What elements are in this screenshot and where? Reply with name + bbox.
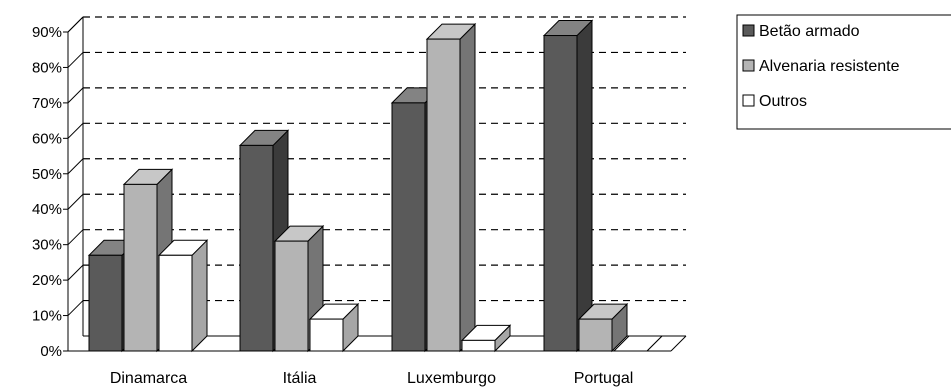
bars bbox=[87, 19, 664, 353]
y-tick-label: 90% bbox=[32, 24, 62, 41]
legend-label: Alvenaria resistente bbox=[759, 58, 900, 75]
bar-2-3 bbox=[425, 22, 477, 353]
side-wall-gridline bbox=[67, 122, 84, 139]
y-tick-label: 50% bbox=[32, 166, 62, 183]
legend-swatch bbox=[742, 24, 755, 37]
bar-1-4 bbox=[542, 19, 594, 353]
legend: Betão armado Alvenaria resistente Outros bbox=[736, 14, 951, 130]
legend-swatch bbox=[742, 94, 755, 107]
legend-label: Outros bbox=[759, 93, 807, 110]
gridlines bbox=[67, 16, 686, 316]
y-tick-label: 0% bbox=[40, 343, 62, 360]
y-tick-label: 60% bbox=[32, 130, 62, 147]
bar-3-4 bbox=[612, 335, 664, 352]
bar-3-1 bbox=[157, 239, 209, 353]
side-wall-gridline bbox=[67, 158, 84, 175]
category-label: Luxemburgo bbox=[407, 370, 496, 387]
side-wall-gridline bbox=[67, 87, 84, 104]
side-wall-gridline bbox=[67, 193, 84, 210]
bar-3-2 bbox=[308, 302, 360, 353]
side-wall-top bbox=[67, 16, 84, 33]
y-tick-label: 20% bbox=[32, 272, 62, 289]
y-tick-label: 80% bbox=[32, 59, 62, 76]
y-tick-label: 10% bbox=[32, 308, 62, 325]
category-label: Portugal bbox=[574, 370, 634, 387]
legend-label: Betão armado bbox=[759, 23, 860, 40]
y-tick-labels: 0% 10% 20% 30% 40% 50% 60% 70% 80% 90% bbox=[32, 24, 62, 360]
bar-3-3 bbox=[460, 324, 512, 353]
category-labels: Dinamarca Itália Luxemburgo Portugal bbox=[110, 370, 633, 387]
legend-box bbox=[736, 14, 951, 130]
side-wall-gridline bbox=[67, 300, 84, 316]
y-tick-label: 70% bbox=[32, 95, 62, 112]
legend-swatch bbox=[742, 59, 755, 72]
y-tick-label: 40% bbox=[32, 201, 62, 218]
side-wall-gridline bbox=[67, 229, 84, 246]
side-wall-gridline bbox=[67, 52, 84, 68]
y-tick-label: 30% bbox=[32, 237, 62, 254]
floor-right-edge bbox=[670, 335, 687, 352]
side-wall-gridline bbox=[67, 264, 84, 281]
category-label: Itália bbox=[283, 370, 317, 387]
category-label: Dinamarca bbox=[110, 370, 187, 387]
bar-2-4 bbox=[577, 302, 629, 353]
